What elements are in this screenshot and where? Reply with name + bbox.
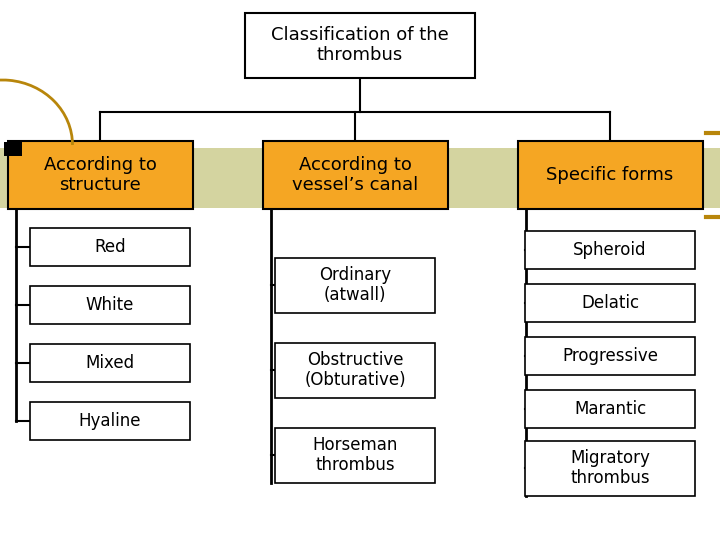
Bar [518,141,703,209]
Bar [275,428,435,483]
Bar [525,390,695,428]
Text: Spheroid: Spheroid [573,241,647,259]
Bar [245,12,475,78]
Bar [30,402,190,440]
Text: Obstructive
(Obturative): Obstructive (Obturative) [304,350,406,389]
Bar [30,286,190,324]
Bar [4,142,22,156]
Text: According to
vessel’s canal: According to vessel’s canal [292,156,418,194]
Bar [0,148,720,208]
Text: Migratory
thrombus: Migratory thrombus [570,449,650,488]
Text: Horseman
thrombus: Horseman thrombus [312,436,397,475]
Text: Hyaline: Hyaline [78,412,141,430]
Bar [30,228,190,266]
Text: Progressive: Progressive [562,347,658,365]
Text: Red: Red [94,238,126,256]
Text: White: White [86,296,134,314]
Text: Classification of the
thrombus: Classification of the thrombus [271,25,449,64]
Text: Marantic: Marantic [574,400,646,418]
Bar [525,441,695,496]
Text: Mixed: Mixed [86,354,135,372]
Text: Specific forms: Specific forms [546,166,674,184]
Bar [525,284,695,322]
Text: According to
structure: According to structure [44,156,156,194]
Text: Delatic: Delatic [581,294,639,312]
Text: Ordinary
(atwall): Ordinary (atwall) [319,266,391,305]
Bar [275,258,435,313]
Bar [263,141,448,209]
Bar [30,344,190,382]
Bar [525,337,695,375]
Bar [7,141,192,209]
Bar [275,342,435,397]
Bar [525,231,695,269]
